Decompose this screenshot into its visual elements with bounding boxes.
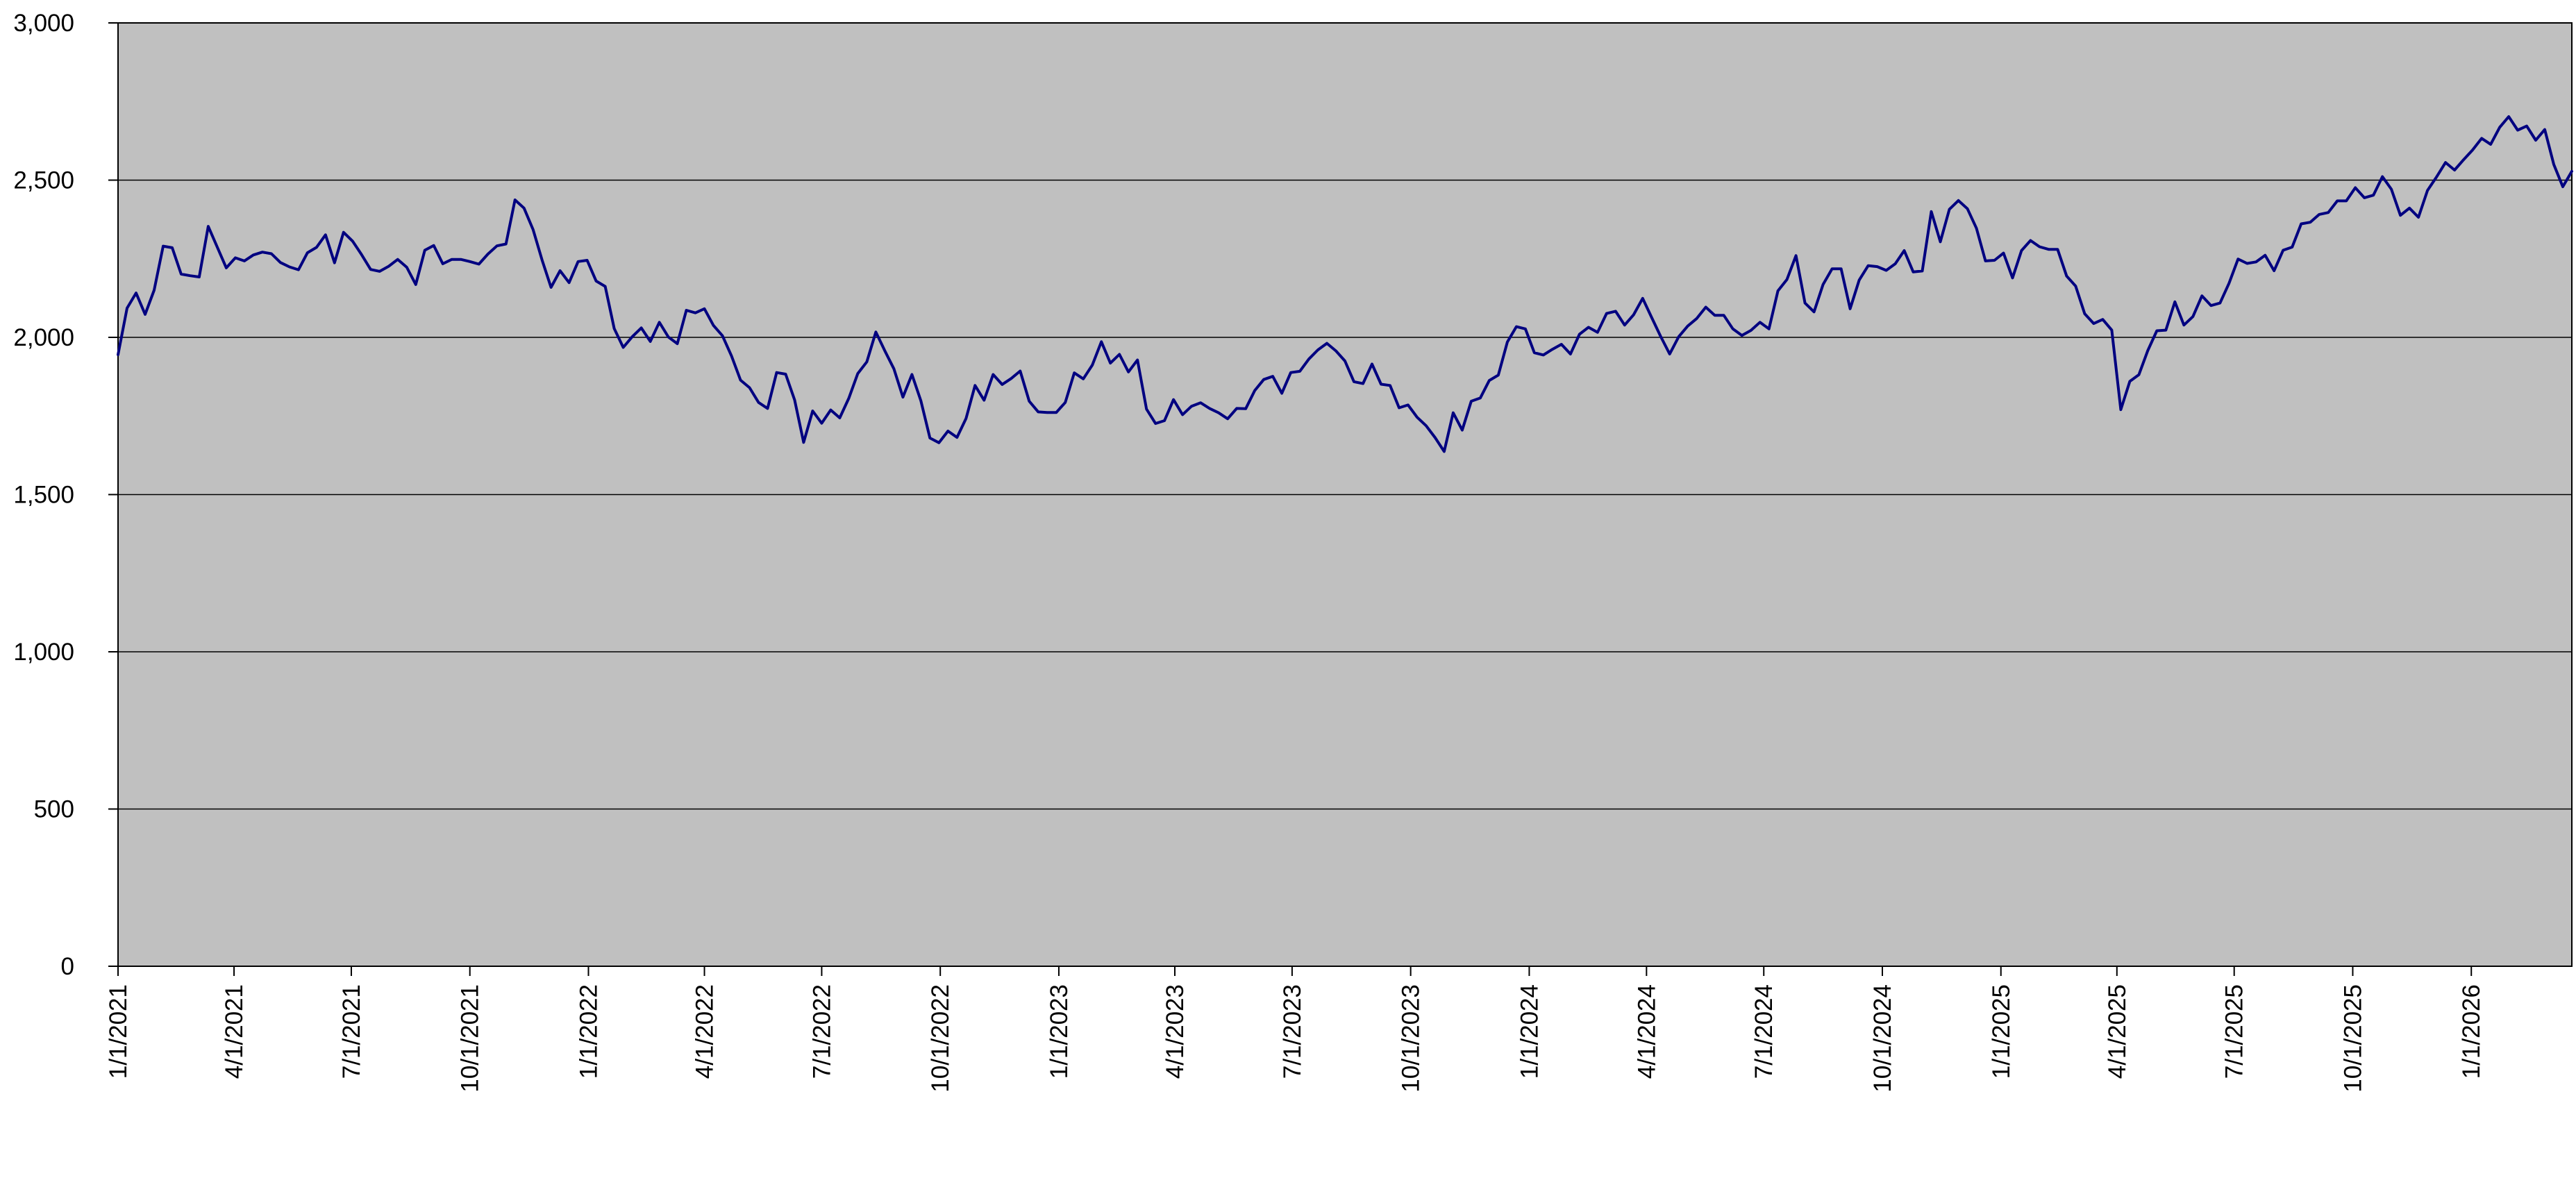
x-axis-tick-label: 10/1/2021 [457,984,484,1093]
y-axis-tick-label: 0 [61,953,74,980]
x-axis-tick-label: 10/1/2022 [927,984,954,1093]
y-axis-tick-label: 1,000 [13,639,74,666]
x-axis-tick-label: 1/1/2022 [575,984,602,1079]
x-axis-tick-label: 1/1/2025 [1988,984,2015,1079]
x-axis-tick-label: 10/1/2024 [1869,984,1896,1093]
y-axis-tick-label: 1,500 [13,482,74,509]
x-axis-tick-label: 10/1/2025 [2339,984,2366,1093]
x-axis-tick-label: 10/1/2023 [1398,984,1425,1093]
data-line [117,115,2573,453]
x-axis-tick-label: 4/1/2023 [1162,984,1189,1079]
x-axis-tick-label: 7/1/2021 [338,984,365,1079]
x-axis-tick-label: 1/1/2021 [105,984,132,1079]
x-axis-tick-label: 4/1/2021 [221,984,248,1079]
y-axis-tick-label: 3,000 [13,10,74,37]
y-axis-tick-label: 2,000 [13,324,74,351]
x-axis-tick-label: 4/1/2022 [692,984,719,1079]
x-axis-tick-label: 4/1/2024 [1633,984,1660,1079]
x-axis-tick-label: 7/1/2022 [808,984,835,1079]
x-axis-tick-label: 7/1/2025 [2221,984,2248,1079]
x-axis-tick-label: 4/1/2025 [2104,984,2131,1079]
x-axis-tick-label: 7/1/2023 [1279,984,1306,1079]
x-axis-tick-label: 7/1/2024 [1750,984,1778,1079]
x-axis-tick-label: 1/1/2024 [1516,984,1543,1079]
y-axis-tick-label: 500 [34,796,74,823]
x-axis-tick-label: 1/1/2023 [1046,984,1073,1079]
x-axis-tick-label: 1/1/2026 [2458,984,2485,1079]
y-axis-tick-label: 2,500 [13,167,74,194]
